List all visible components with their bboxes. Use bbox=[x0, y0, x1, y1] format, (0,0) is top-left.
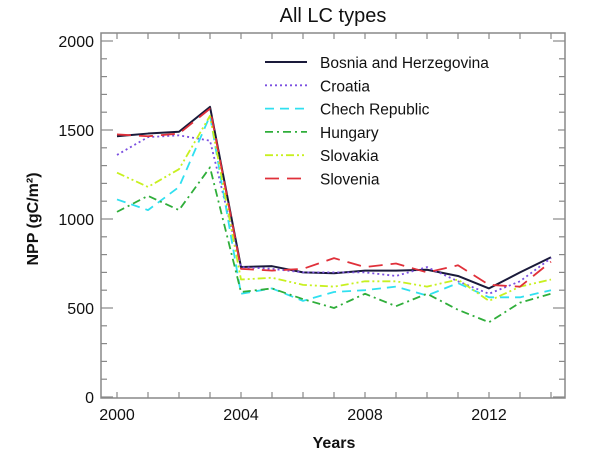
legend-box bbox=[258, 46, 558, 196]
y-axis-label: NPP (gC/m²) bbox=[25, 172, 42, 265]
series-line-slovenia bbox=[116, 107, 552, 288]
series-line-chech-republic bbox=[116, 114, 552, 302]
chart-title: All LC types bbox=[280, 5, 387, 27]
series-line-slovakia bbox=[116, 114, 552, 302]
y-tick-label: 500 bbox=[67, 301, 94, 318]
y-tick-label: 1000 bbox=[58, 212, 94, 229]
legend-label: Slovenia bbox=[320, 172, 380, 189]
x-tick-label: 2012 bbox=[471, 407, 507, 424]
series-line-croatia bbox=[116, 134, 552, 295]
plot-frame bbox=[100, 32, 566, 399]
legend-label: Bosnia and Herzegovina bbox=[320, 55, 489, 72]
x-axis-label: Years bbox=[313, 435, 356, 452]
y-tick-label: 0 bbox=[85, 390, 94, 407]
x-tick-label: 2004 bbox=[223, 407, 259, 424]
x-tick-label: 2008 bbox=[347, 407, 383, 424]
y-tick-label: 1500 bbox=[58, 123, 94, 140]
legend-label: Hungary bbox=[320, 125, 379, 142]
legend-label: Slovakia bbox=[320, 148, 379, 165]
series-line-hungary bbox=[116, 166, 552, 324]
x-tick-label: 2000 bbox=[99, 407, 135, 424]
legend-label: Croatia bbox=[320, 78, 370, 95]
legend-label: Chech Republic bbox=[320, 102, 430, 119]
y-tick-label: 2000 bbox=[58, 34, 94, 51]
